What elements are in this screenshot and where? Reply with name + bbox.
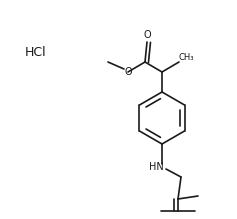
Text: HCl: HCl [25, 46, 47, 58]
Text: O: O [124, 67, 132, 77]
Text: O: O [143, 30, 151, 40]
Text: CH₃: CH₃ [178, 53, 194, 62]
Text: HN: HN [149, 162, 163, 172]
